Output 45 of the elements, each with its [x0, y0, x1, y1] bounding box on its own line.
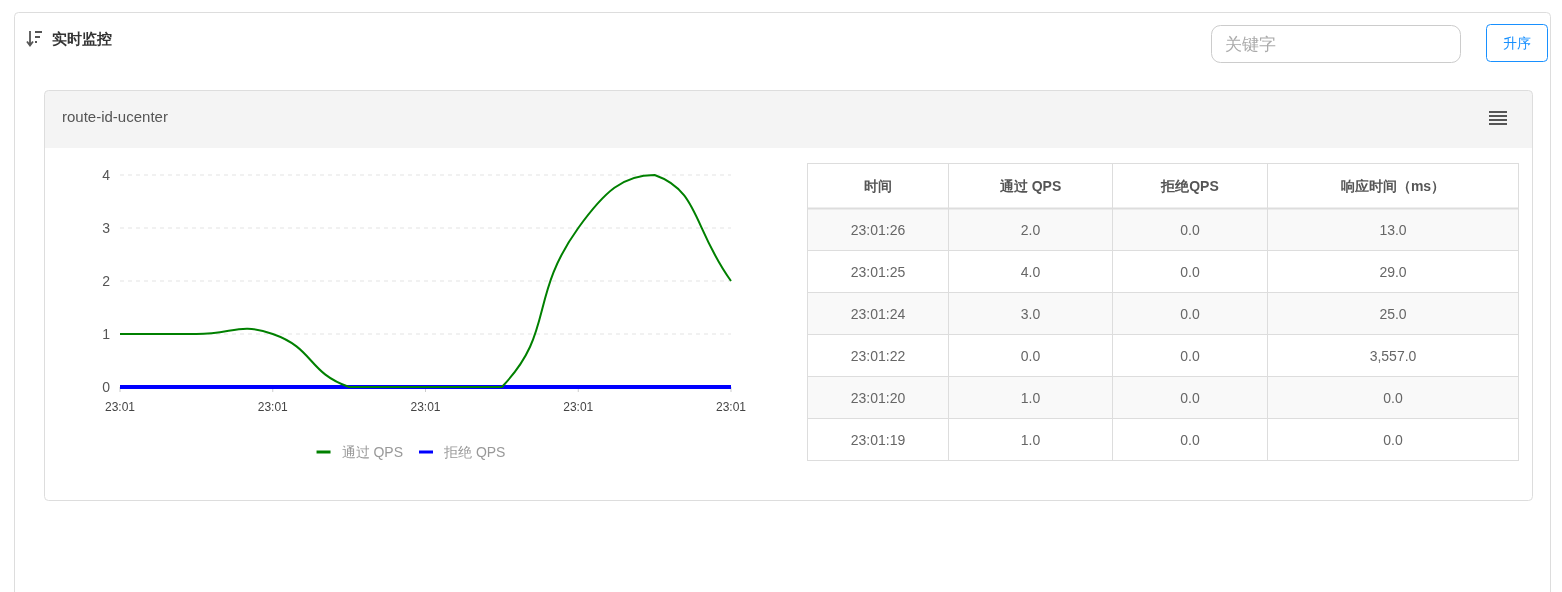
text: 23:01:19	[850, 431, 906, 448]
text: 0.0	[1180, 431, 1200, 448]
text: 2.0	[1020, 221, 1041, 238]
category-label: 响应时间（ms）	[1340, 178, 1446, 194]
y-tick-label: 2	[102, 273, 111, 289]
legend-label: 通过 QPS	[341, 444, 403, 460]
text: 1.0	[1020, 431, 1041, 448]
text: 13.0	[1379, 221, 1407, 238]
text: 0.0	[1180, 263, 1200, 280]
text: 1.0	[1020, 389, 1041, 406]
text: 0.0	[1383, 431, 1403, 448]
text: 25.0	[1379, 305, 1407, 322]
text: 3.0	[1020, 305, 1041, 322]
text: 0.0	[1180, 305, 1200, 322]
x-tick-label: 23:01	[257, 400, 289, 414]
chart-title: 实时监控	[52, 30, 112, 47]
text: 23:01:25	[850, 263, 906, 280]
text: 0.0	[1180, 389, 1200, 406]
y-tick-label: 0	[102, 379, 111, 395]
text: 29.0	[1379, 263, 1407, 280]
x-tick-label: 23:01	[563, 400, 594, 414]
x-tick-label: 23:01	[104, 400, 136, 414]
legend-label: 拒绝 QPS	[443, 444, 506, 460]
chart-subtitle: route-id-ucenter	[62, 108, 168, 125]
text: 23:01:26	[850, 221, 906, 238]
y-tick-label: 1	[102, 326, 111, 342]
text: 关键字	[1225, 35, 1276, 54]
category-label: 通过 QPS	[998, 178, 1062, 194]
text: 0.0	[1383, 389, 1403, 406]
text: 23:01:22	[850, 347, 906, 364]
y-tick-label: 3	[102, 220, 111, 236]
text: 0.0	[1020, 347, 1041, 364]
text: 0.0	[1180, 221, 1200, 238]
text: 0.0	[1180, 347, 1200, 364]
text: 4.0	[1020, 263, 1041, 280]
x-tick-label: 23:01	[410, 400, 441, 414]
x-tick-label: 23:01	[715, 400, 747, 414]
text: 23:01:20	[850, 389, 906, 406]
text: 23:01:24	[850, 305, 906, 322]
text: 3,557.0	[1369, 347, 1417, 364]
line-series	[119, 174, 732, 388]
category-label: 时间	[864, 178, 892, 194]
text: 升序	[1503, 35, 1531, 51]
category-label: 拒绝QPS	[1160, 178, 1219, 194]
y-tick-label: 4	[102, 167, 111, 183]
